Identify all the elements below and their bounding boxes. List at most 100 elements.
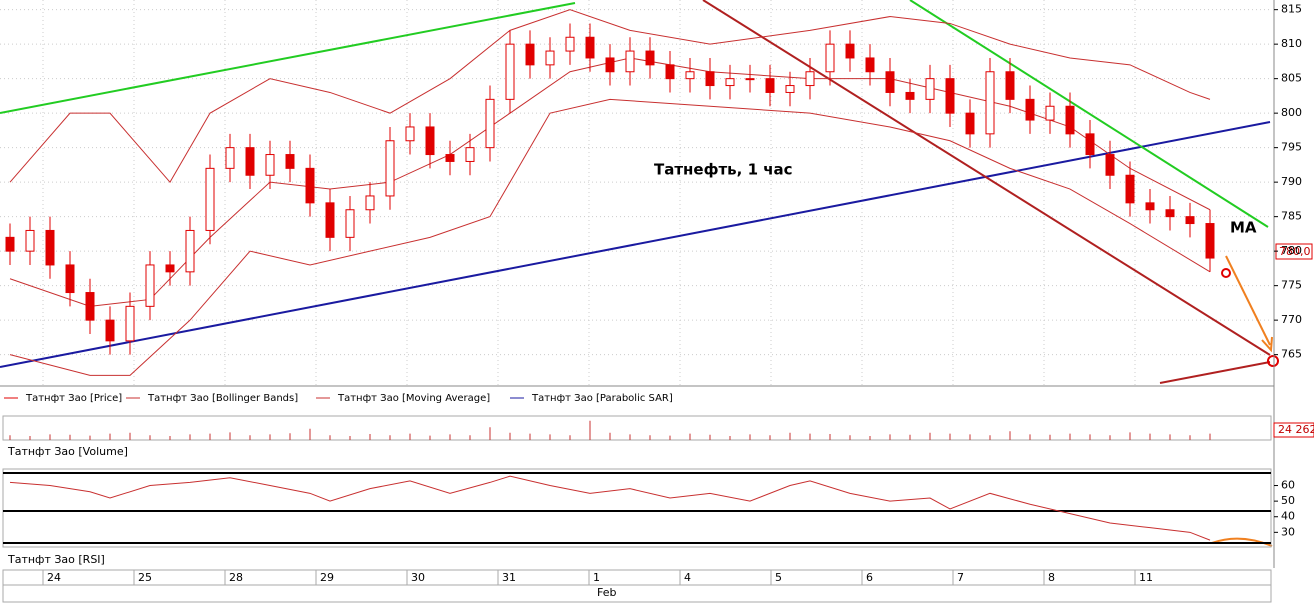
candle-body — [385, 140, 395, 197]
x-tick-label: 8 — [1048, 571, 1055, 584]
candle-body — [465, 147, 475, 162]
candle-body — [85, 292, 95, 321]
candle-body — [665, 64, 675, 80]
y-tick-label: 805 — [1281, 72, 1302, 85]
indicator-line — [9, 9, 1211, 184]
trend-line — [702, 0, 1271, 356]
trend-line — [0, 121, 1271, 368]
annotation: MA — [1230, 219, 1257, 237]
candle-body — [585, 36, 595, 59]
y-tick-label: 780 — [1281, 244, 1302, 257]
y-tick-label: 765 — [1281, 348, 1302, 361]
volume-box — [1273, 422, 1314, 438]
candle-body — [925, 78, 935, 100]
rsi-line — [9, 475, 1211, 541]
candle-body — [965, 112, 975, 135]
x-tick-label: 29 — [320, 571, 334, 584]
candle-body — [25, 229, 35, 252]
y-tick-label: 790 — [1281, 175, 1302, 188]
y-tick-label: 60 — [1281, 479, 1295, 492]
candle-body — [545, 50, 555, 66]
candle-body — [605, 57, 615, 73]
candle-body — [405, 126, 415, 142]
candle-body — [105, 319, 115, 342]
grid — [0, 0, 1270, 385]
legend-label: Татнфт Зао [Moving Average] — [337, 393, 490, 404]
candle-body — [45, 229, 55, 266]
y-tick-label: 815 — [1281, 3, 1302, 16]
legend-label: Татнфт Зао [Parabolic SAR] — [531, 393, 673, 404]
y-tick-label: 800 — [1281, 106, 1302, 119]
candle-body — [245, 147, 255, 176]
y-tick-label: 785 — [1281, 210, 1302, 223]
candle-body — [365, 195, 375, 211]
x-tick-label: 6 — [866, 571, 873, 584]
x-tick-label: 5 — [775, 571, 782, 584]
candle-body — [125, 305, 135, 342]
x-tick-label: 24 — [47, 571, 61, 584]
panel-label: Татнфт Зао [Volume] — [7, 445, 128, 458]
candle-body — [185, 229, 195, 273]
marker — [1267, 355, 1279, 367]
y-tick-label: 810 — [1281, 37, 1302, 50]
candle-body — [705, 71, 715, 87]
candle-body — [285, 154, 295, 169]
candle-body — [205, 167, 215, 231]
rsi-panel — [2, 468, 1272, 548]
candle-body — [1165, 209, 1175, 218]
candle-body — [785, 85, 795, 93]
candle-body — [1205, 223, 1215, 259]
x-tick-label: 25 — [138, 571, 152, 584]
legend-label: Татнфт Зао [Bollinger Bands] — [147, 393, 298, 404]
trend-line — [909, 0, 1269, 228]
indicator-line — [9, 98, 1211, 376]
candle-body — [5, 236, 15, 252]
candle-body — [265, 154, 275, 176]
legend-label: Татнфт Зао [Price] — [25, 393, 122, 404]
candle-body — [1025, 98, 1035, 121]
candle-body — [805, 71, 815, 87]
trend-line — [0, 2, 576, 114]
trend-line — [1159, 361, 1271, 384]
candle-body — [525, 43, 535, 66]
y-tick-label: 40 — [1281, 510, 1295, 523]
x-tick-label: 7 — [957, 571, 964, 584]
date-axis — [2, 569, 1272, 603]
candle-body — [485, 98, 495, 149]
candle-body — [745, 78, 755, 81]
volume-label: 24 262 — [1278, 423, 1314, 436]
candle-body — [165, 264, 175, 273]
candle-body — [865, 57, 875, 73]
candle-body — [565, 36, 575, 52]
panel-label: Татнфт Зао [RSI] — [7, 553, 105, 566]
x-tick-label: 30 — [411, 571, 425, 584]
y-tick-label: 770 — [1281, 313, 1302, 326]
x-tick-label: 31 — [502, 571, 516, 584]
candle-body — [765, 78, 775, 93]
y-tick-label: 775 — [1281, 279, 1302, 292]
x-tick-label: 28 — [229, 571, 243, 584]
candle-body — [885, 71, 895, 93]
candle-body — [1145, 202, 1155, 211]
month-label: Feb — [597, 586, 616, 599]
candle-body — [445, 154, 455, 162]
y-tick-label: 795 — [1281, 141, 1302, 154]
candle-body — [1105, 154, 1115, 176]
candle-body — [325, 202, 335, 238]
marker — [1221, 268, 1231, 278]
x-tick-label: 11 — [1139, 571, 1153, 584]
candle-body — [685, 71, 695, 80]
candle-body — [725, 78, 735, 87]
candle-body — [945, 78, 955, 114]
candle-body — [625, 50, 635, 73]
candle-body — [425, 126, 435, 156]
candle-body — [1085, 133, 1095, 156]
candle-body — [845, 43, 855, 59]
candle-body — [305, 167, 315, 204]
candle-body — [1065, 105, 1075, 135]
candle-body — [1185, 216, 1195, 225]
candle-body — [645, 50, 655, 66]
candle-body — [345, 209, 355, 238]
